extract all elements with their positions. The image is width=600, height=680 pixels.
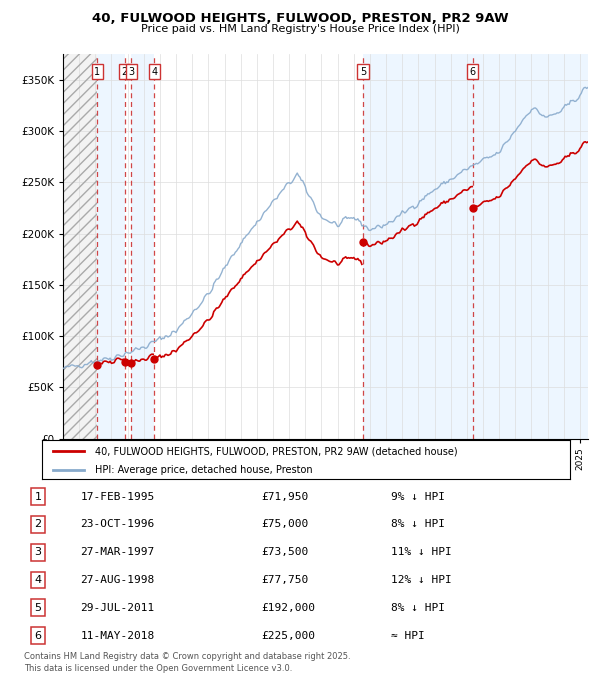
- Bar: [97, 54, 125, 439]
- Text: 40, FULWOOD HEIGHTS, FULWOOD, PRESTON, PR2 9AW (detached house): 40, FULWOOD HEIGHTS, FULWOOD, PRESTON, P…: [95, 446, 457, 456]
- Text: 8% ↓ HPI: 8% ↓ HPI: [391, 602, 445, 613]
- Text: 3: 3: [35, 547, 41, 557]
- Text: 11% ↓ HPI: 11% ↓ HPI: [391, 547, 451, 557]
- Text: 2: 2: [35, 520, 41, 530]
- Text: £192,000: £192,000: [261, 602, 315, 613]
- Bar: [63, 54, 97, 439]
- Text: £225,000: £225,000: [261, 630, 315, 641]
- Text: HPI: Average price, detached house, Preston: HPI: Average price, detached house, Pres…: [95, 464, 313, 475]
- Text: £75,000: £75,000: [261, 520, 308, 530]
- Text: ≈ HPI: ≈ HPI: [391, 630, 424, 641]
- Bar: [63, 54, 97, 439]
- Text: 23-OCT-1996: 23-OCT-1996: [80, 520, 155, 530]
- Text: 2: 2: [121, 67, 128, 77]
- Text: 6: 6: [35, 630, 41, 641]
- Text: This data is licensed under the Open Government Licence v3.0.: This data is licensed under the Open Gov…: [24, 664, 292, 673]
- Bar: [363, 54, 473, 439]
- Bar: [131, 54, 154, 439]
- Text: 12% ↓ HPI: 12% ↓ HPI: [391, 575, 451, 585]
- Text: 4: 4: [151, 67, 157, 77]
- Text: £71,950: £71,950: [261, 492, 308, 502]
- Text: 27-AUG-1998: 27-AUG-1998: [80, 575, 155, 585]
- Text: 17-FEB-1995: 17-FEB-1995: [80, 492, 155, 502]
- Text: Price paid vs. HM Land Registry's House Price Index (HPI): Price paid vs. HM Land Registry's House …: [140, 24, 460, 34]
- Text: 5: 5: [360, 67, 366, 77]
- Text: 1: 1: [35, 492, 41, 502]
- Text: 40, FULWOOD HEIGHTS, FULWOOD, PRESTON, PR2 9AW: 40, FULWOOD HEIGHTS, FULWOOD, PRESTON, P…: [92, 12, 508, 24]
- Text: £73,500: £73,500: [261, 547, 308, 557]
- Text: 6: 6: [470, 67, 476, 77]
- Text: 9% ↓ HPI: 9% ↓ HPI: [391, 492, 445, 502]
- Text: 4: 4: [35, 575, 41, 585]
- Text: 11-MAY-2018: 11-MAY-2018: [80, 630, 155, 641]
- Text: £77,750: £77,750: [261, 575, 308, 585]
- Text: 1: 1: [94, 67, 100, 77]
- Text: Contains HM Land Registry data © Crown copyright and database right 2025.: Contains HM Land Registry data © Crown c…: [24, 652, 350, 661]
- Text: 8% ↓ HPI: 8% ↓ HPI: [391, 520, 445, 530]
- Bar: [473, 54, 588, 439]
- Text: 27-MAR-1997: 27-MAR-1997: [80, 547, 155, 557]
- Text: 29-JUL-2011: 29-JUL-2011: [80, 602, 155, 613]
- Text: 5: 5: [35, 602, 41, 613]
- Text: 3: 3: [128, 67, 134, 77]
